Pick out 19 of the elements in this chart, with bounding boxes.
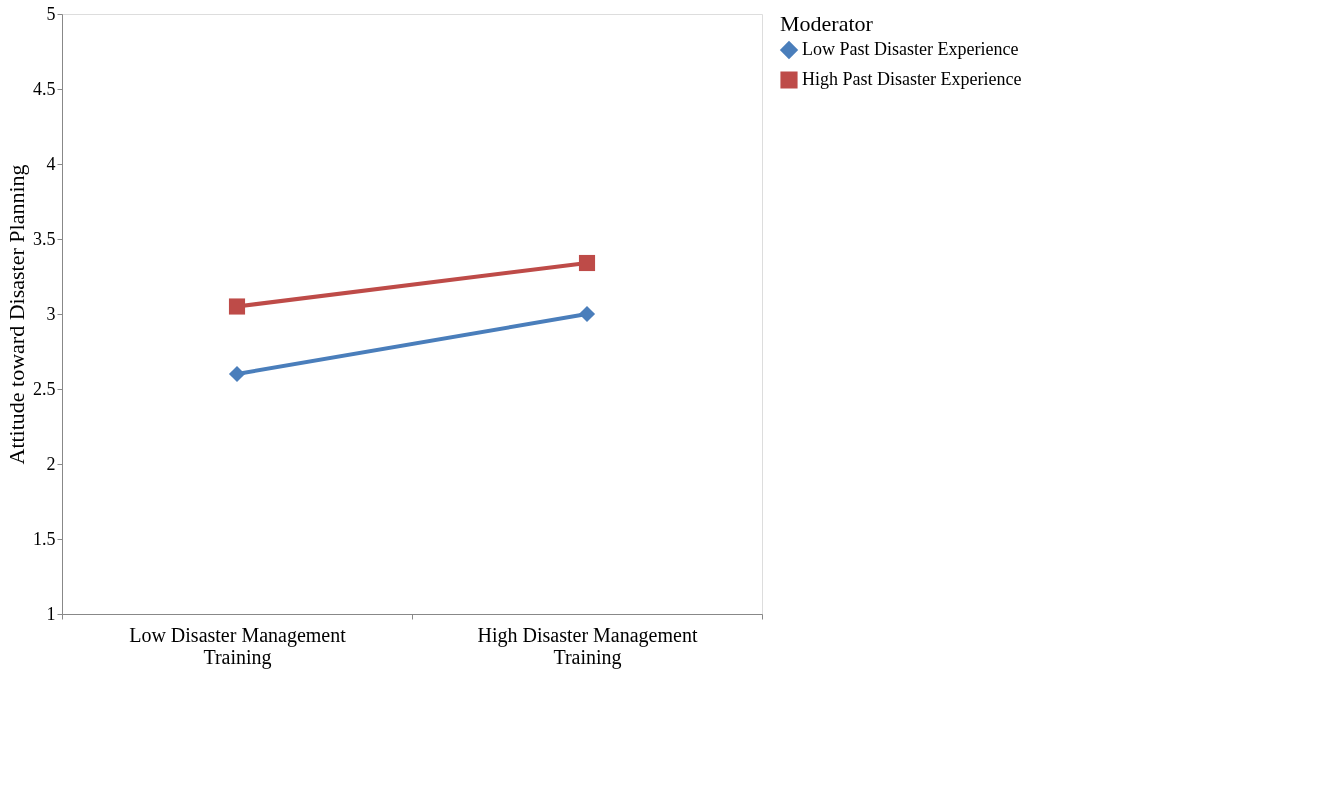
y-tick-label: 5 [46,3,56,24]
x-tick-label: High Disaster Management Training [477,623,698,669]
y-tick-label: 3 [46,303,56,324]
legend-title: Moderator [780,11,874,36]
y-axis-title: Attitude toward Disaster Planning [4,164,29,465]
point [228,298,246,315]
point [578,305,596,323]
y-tick-label: 4.5 [33,78,56,99]
y-tick-label: 1.5 [33,528,56,549]
x-tick-label: Low Disaster Management Training [129,623,347,669]
point [228,365,246,383]
point [578,254,596,272]
y-tick-label: 2.5 [33,378,56,399]
y-tick-label: 4 [46,153,56,174]
legend-label: Low Past Disaster Experience [802,39,1019,59]
y-tick-label: 1 [46,603,56,624]
y-tick-label: 2 [46,453,56,474]
y-tick-label: 3.5 [33,228,56,249]
legend-label: High Past Disaster Experience [802,69,1022,89]
